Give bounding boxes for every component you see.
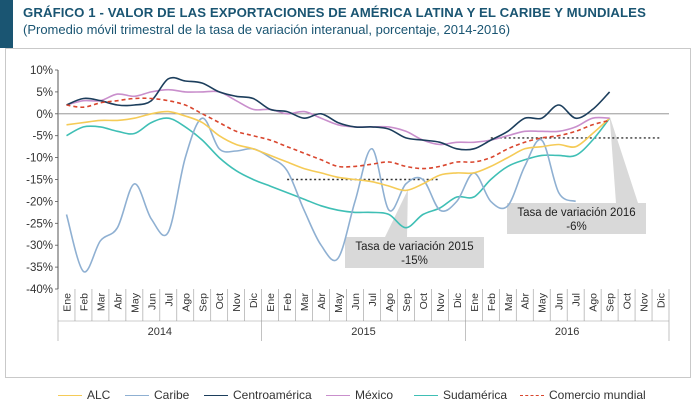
x-tick-label: Nov — [639, 292, 651, 311]
callouts: Tasa de variación 2015 -15% Tasa de variac… — [345, 115, 646, 268]
callout-pointer — [609, 115, 638, 203]
y-tick-label: -40% — [26, 284, 53, 296]
x-tick-label: May — [537, 292, 549, 313]
y-tick-label: 0% — [36, 109, 53, 121]
x-tick-label: Jul — [163, 293, 175, 306]
series-lines — [65, 76, 611, 273]
x-tick-label: Jun — [554, 293, 566, 310]
callout-box — [345, 237, 484, 268]
chart-title: GRÁFICO 1 - VALOR DE LAS EXPORTACIONES D… — [23, 5, 646, 20]
series-line-mexico — [66, 88, 610, 146]
legend-label-alc: ALC — [87, 388, 111, 402]
year-label: 2014 — [148, 326, 172, 338]
x-tick-label: Jun — [146, 293, 158, 310]
y-tick-label: 5% — [36, 87, 53, 99]
callout-title: Tasa de variación 2016 — [517, 207, 635, 219]
x-tick-label: Feb — [78, 293, 90, 311]
x-tick-label: Dic — [452, 293, 464, 308]
x-tick-label: Nov — [435, 292, 447, 311]
y-tick-label: -10% — [26, 153, 53, 165]
legend-label-centroamerica: Centroamérica — [233, 388, 312, 402]
callout-pointer — [385, 189, 408, 237]
x-tick-label: Mar — [503, 293, 515, 312]
x-tick-label: Abr — [112, 293, 124, 310]
year-label: 2015 — [351, 326, 375, 338]
chart-frame — [5, 48, 691, 378]
x-tick-label: Feb — [282, 293, 294, 311]
axis-labels: 10% 5% 0% -5% -10% -15% -20% -25% -30% -35% -40% En… — [26, 65, 667, 338]
x-tick-label: Sep — [401, 293, 413, 312]
x-tick-label: Jun — [350, 293, 362, 310]
legend-label-comercio-mundial: Comercio mundial — [549, 388, 646, 402]
x-tick-label: Ene — [61, 293, 73, 312]
chart-subtitle: (Promedio móvil trimestral de la tasa de… — [23, 22, 511, 37]
x-tick-label: Ene — [469, 293, 481, 312]
callout-value: -6% — [566, 221, 586, 233]
x-tick-label: Mar — [299, 293, 311, 312]
series-line-comercio-mundial — [66, 97, 610, 170]
legend-swatch-caribe — [125, 395, 149, 396]
series-line-alc — [66, 110, 611, 192]
legend-swatch-alc — [58, 395, 82, 396]
x-tick-label: Mar — [95, 293, 107, 312]
legend-swatch-centroamerica — [204, 395, 228, 396]
callout-box — [507, 203, 646, 234]
callout-title: Tasa de variación 2015 — [355, 241, 473, 253]
x-tick-label: Sep — [197, 293, 209, 312]
x-tick-label: Ago — [180, 293, 192, 312]
x-tick-label: Nov — [231, 292, 243, 311]
x-tick-label: Ago — [384, 293, 396, 312]
series-line-centroamerica — [66, 76, 611, 151]
callout-value: -15% — [401, 255, 428, 267]
legend-swatch-mexico — [326, 395, 350, 396]
x-tick-label: Jul — [571, 293, 583, 306]
reference-lines — [287, 137, 661, 181]
x-tick-label: Sep — [605, 293, 617, 312]
x-tick-label: Oct — [418, 293, 430, 309]
title-accent-bar — [0, 0, 13, 48]
x-tick-label: Abr — [316, 293, 328, 310]
series-line-caribe — [65, 117, 577, 273]
x-tick-label: Dic — [248, 293, 260, 308]
axes — [55, 69, 670, 341]
x-tick-label: Oct — [622, 293, 634, 309]
y-tick-label: -30% — [26, 240, 53, 252]
legend: ALC Caribe Centroamérica México Sudaméri… — [58, 388, 693, 404]
legend-label-caribe: Caribe — [154, 388, 190, 402]
legend-label-sudamerica: Sudamérica — [443, 388, 508, 402]
year-label: 2016 — [555, 326, 579, 338]
x-tick-label: May — [333, 292, 345, 313]
y-tick-label: -20% — [26, 196, 53, 208]
y-tick-label: -15% — [26, 175, 53, 187]
y-tick-label: -5% — [33, 131, 53, 143]
y-tick-label: 10% — [30, 65, 53, 77]
x-tick-label: Jul — [367, 293, 379, 306]
x-tick-label: Feb — [486, 293, 498, 311]
legend-swatch-sudamerica — [414, 395, 438, 396]
legend-swatch-comercio-mundial — [520, 395, 544, 396]
y-tick-label: -35% — [26, 262, 53, 274]
x-tick-label: Ene — [265, 293, 277, 312]
series-line-sudamerica — [66, 117, 611, 229]
x-tick-label: Dic — [656, 293, 668, 308]
legend-label-mexico: México — [355, 388, 394, 402]
x-tick-label: Abr — [520, 293, 532, 310]
x-tick-label: Oct — [214, 293, 226, 309]
x-tick-label: Ago — [588, 293, 600, 312]
y-tick-label: -25% — [26, 218, 53, 230]
x-tick-label: May — [129, 292, 141, 313]
